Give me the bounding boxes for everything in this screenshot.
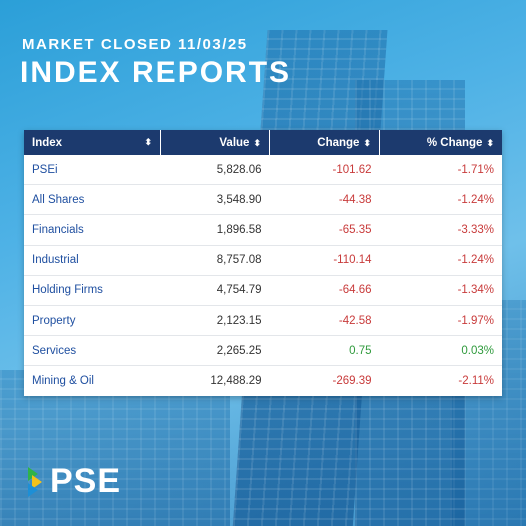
table-row[interactable]: PSEi 5,828.06 -101.62 -1.71% [24, 155, 502, 186]
index-value: 4,754.79 [160, 275, 270, 306]
index-name[interactable]: All Shares [24, 184, 161, 216]
index-name[interactable]: Industrial [24, 245, 161, 276]
index-name[interactable]: Financials [24, 214, 161, 246]
sort-icon[interactable]: ⬍ [486, 137, 494, 148]
index-value: 2,123.15 [160, 305, 270, 337]
index-value: 1,896.58 [160, 214, 270, 246]
index-name[interactable]: Services [24, 335, 161, 367]
table-body: PSEi 5,828.06 -101.62 -1.71% All Shares 3,548… [24, 155, 502, 396]
index-name[interactable]: Mining & Oil [32, 374, 94, 387]
index-change: -101.62 [269, 155, 380, 186]
index-change: -44.38 [269, 184, 380, 216]
index-pct-change: 0.03% [379, 335, 502, 367]
index-change: -42.58 [269, 305, 380, 337]
table-row[interactable]: Industrial 8,757.08 -110.14 -1.24% [24, 245, 502, 276]
column-header-index[interactable]: Index ⬍ [24, 130, 161, 155]
index-pct-change: -1.34% [379, 275, 502, 306]
page-title: INDEX REPORTS [20, 56, 292, 89]
index-change: 0.75 [269, 335, 380, 367]
index-value: 3,548.90 [160, 184, 270, 216]
index-change: -64.66 [269, 275, 380, 306]
index-pct-change: -1.24% [379, 184, 502, 216]
index-name[interactable]: PSEi [24, 155, 161, 186]
index-pct-change: -1.24% [379, 245, 502, 276]
table-row[interactable]: Property 2,123.15 -42.58 -1.97% [24, 305, 502, 337]
column-header-change[interactable]: Change ⬍ [269, 130, 380, 155]
index-value: 12,488.29 [210, 374, 262, 387]
logo-text: PSE [50, 462, 122, 500]
table-row[interactable]: All Shares 3,548.90 -44.38 -1.24% [24, 184, 502, 216]
index-name[interactable]: Property [24, 305, 161, 337]
index-change: -65.35 [269, 214, 380, 246]
column-header-value[interactable]: Value ⬍ [160, 130, 270, 155]
sort-icon[interactable]: ⬍ [363, 137, 371, 148]
sort-icon[interactable]: ⬍ [253, 137, 261, 148]
pse-logo-icon [28, 466, 42, 497]
index-pct-change: -1.97% [379, 305, 502, 337]
index-value: 8,757.08 [160, 245, 270, 276]
table-row[interactable]: Financials 1,896.58 -65.35 -3.33% [24, 214, 502, 246]
table-row[interactable]: Services 2,265.25 0.75 0.03% [24, 335, 502, 367]
index-name[interactable]: Holding Firms [24, 275, 161, 306]
index-table: Index ⬍ Value ⬍ Change ⬍ % Change ⬍ PSEi 5,82… [24, 130, 502, 396]
index-pct-change: -3.33% [379, 214, 502, 246]
pse-logo: PSE [26, 462, 121, 501]
index-change: -269.39 [332, 374, 372, 387]
index-value: 5,828.06 [160, 155, 270, 186]
index-pct-change: -1.71% [379, 155, 502, 186]
column-header-pct-change[interactable]: % Change ⬍ [379, 130, 502, 155]
table-row[interactable]: Holding Firms 4,754.79 -64.66 -1.34% [24, 275, 502, 306]
building-image [0, 370, 230, 526]
index-value: 2,265.25 [160, 335, 270, 367]
market-status: MARKET CLOSED 11/03/25 [22, 36, 248, 53]
index-pct-change: -2.11% [458, 374, 494, 387]
index-change: -110.14 [269, 245, 380, 276]
sort-icon[interactable]: ⬍ [144, 136, 152, 147]
table-row[interactable]: Mining & Oil 12,488.29 -269.39 -2.11% [24, 366, 502, 396]
